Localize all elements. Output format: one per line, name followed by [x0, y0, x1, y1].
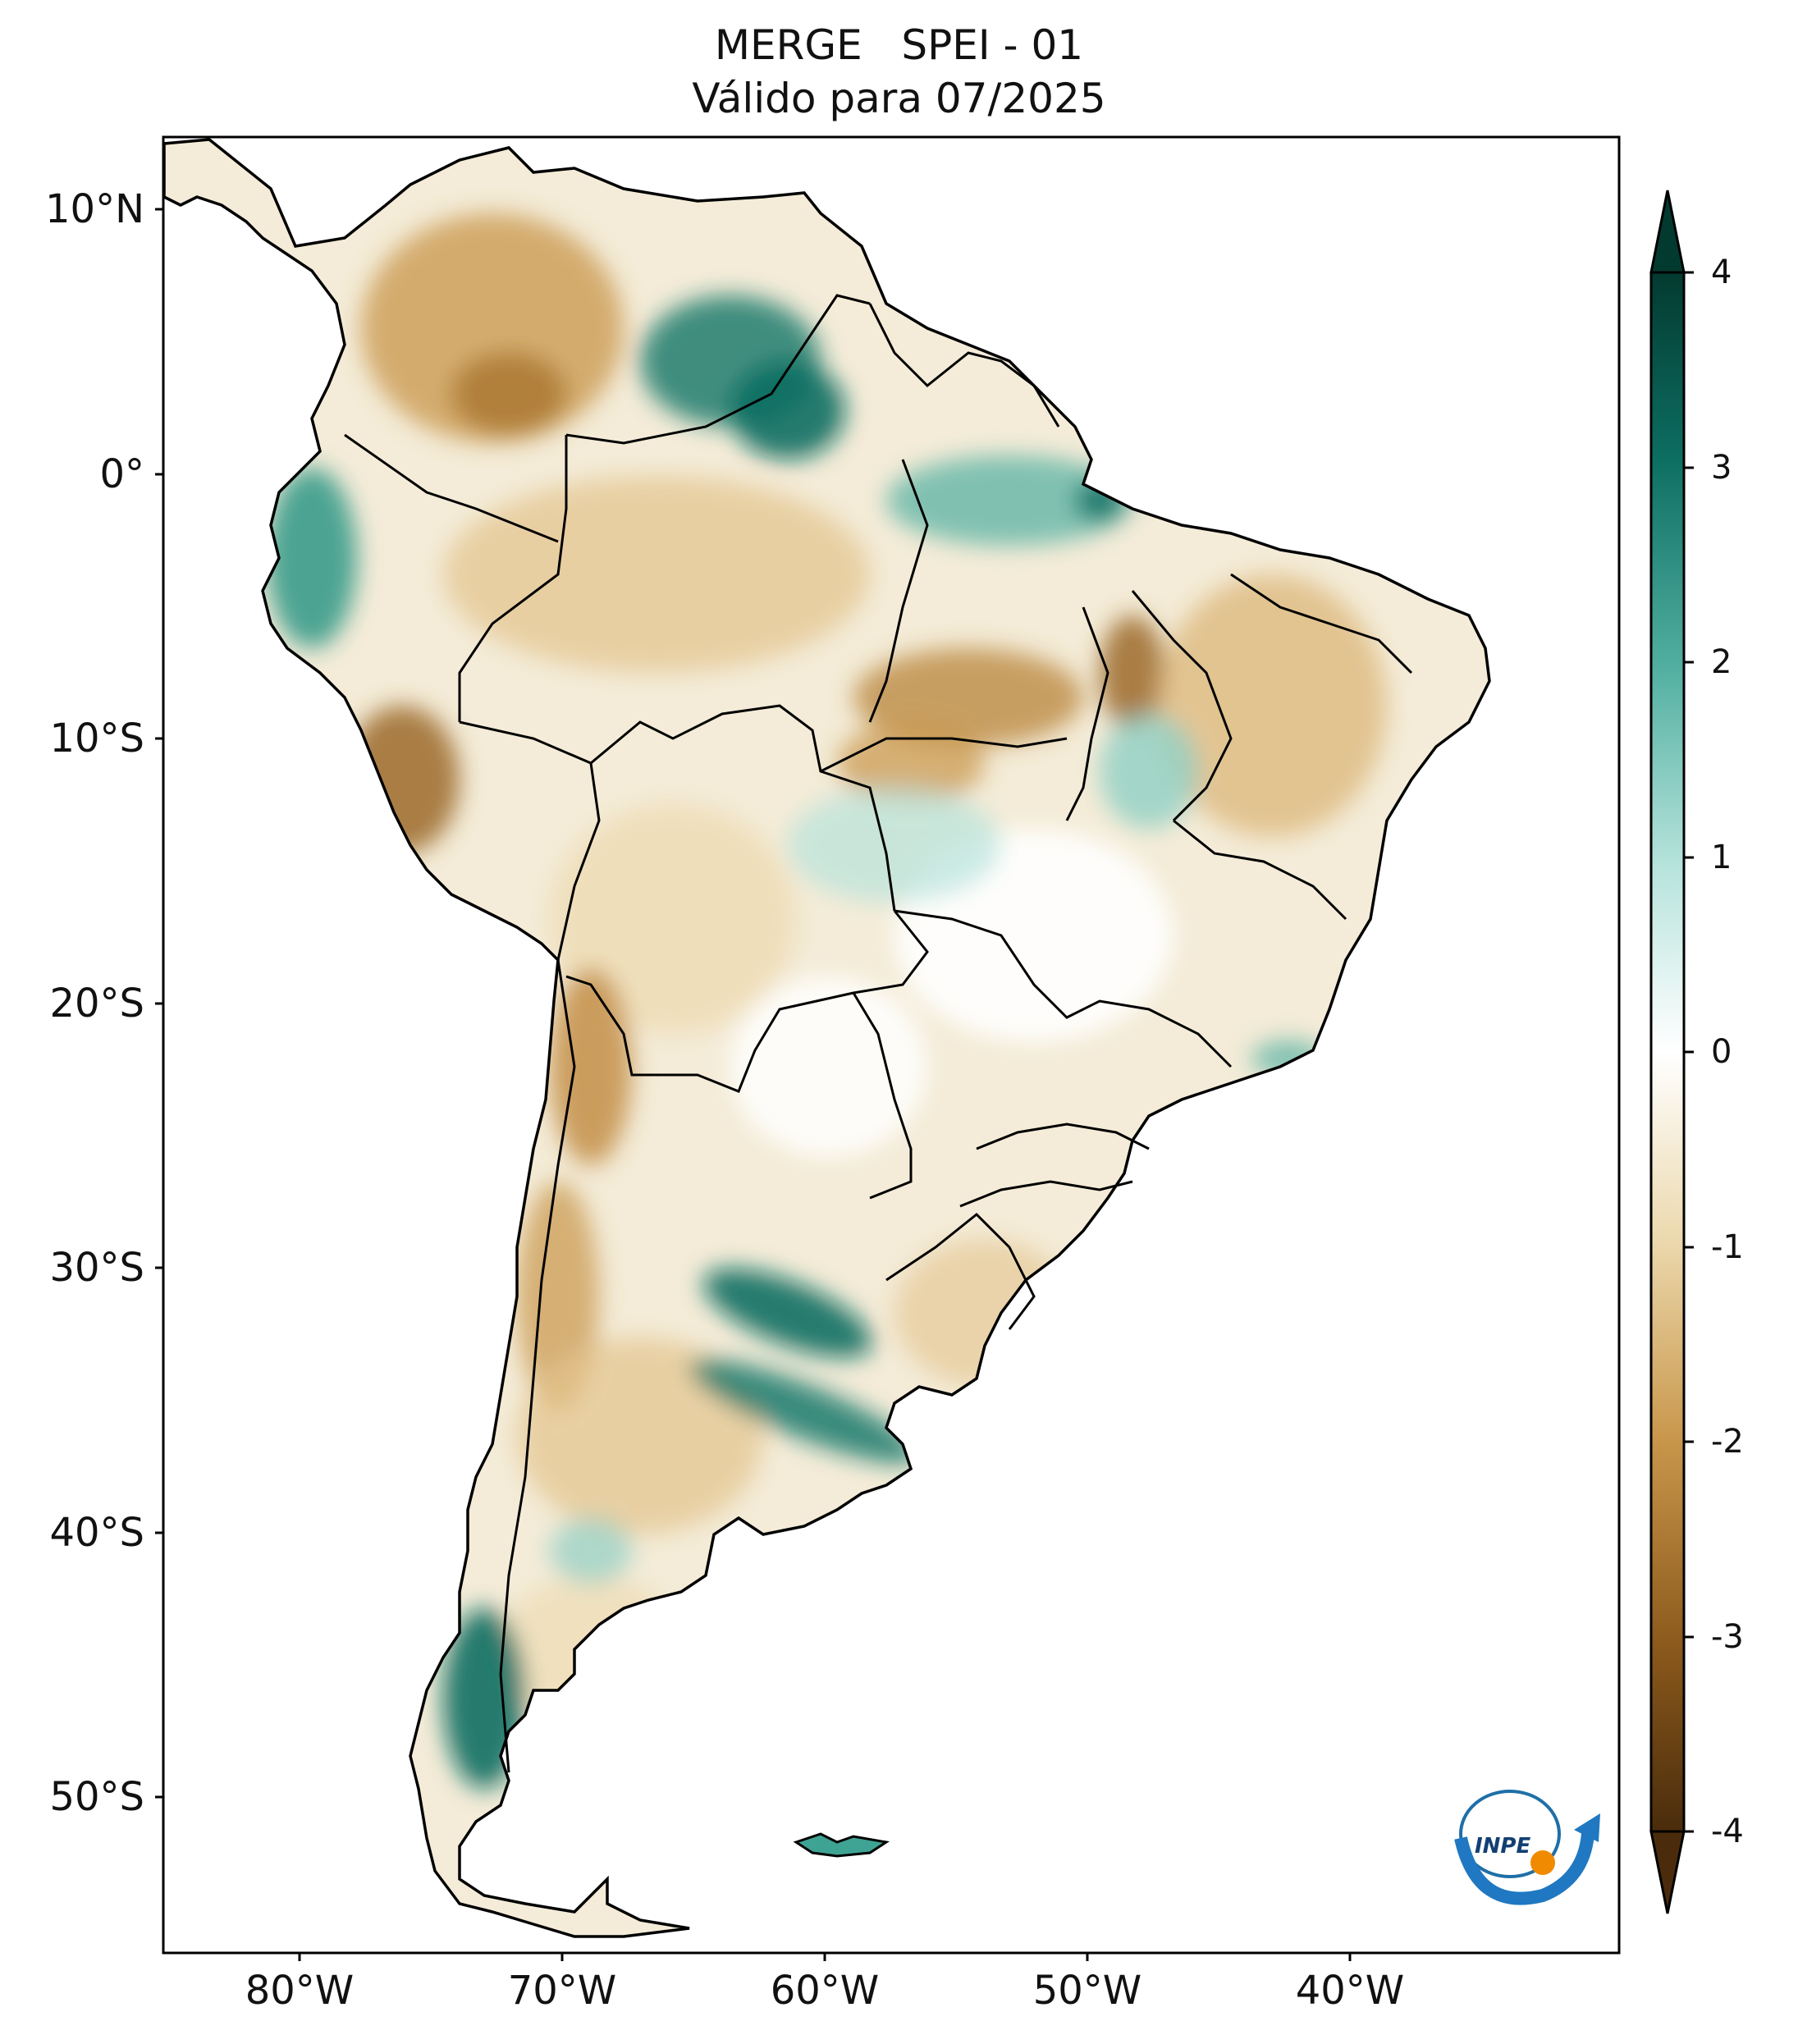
wet-patch-ecuador	[267, 468, 357, 648]
inpe-logo-swoosh	[1454, 1833, 1594, 1905]
inpe-logo-arrow	[1574, 1813, 1600, 1842]
state-border-mato-grosso-para	[820, 737, 1068, 773]
axis-ticks	[155, 208, 1352, 1961]
map-frame	[162, 135, 1621, 1955]
state-border-ceara	[1230, 573, 1413, 674]
colorbar-label-2: 2	[1711, 643, 1732, 681]
border-colombia-brazil	[458, 435, 568, 722]
wet-patch-amapa	[886, 455, 1132, 546]
lon-label-40w: 40°W	[1295, 1968, 1405, 2014]
dry-patch-patagonia-north	[517, 1338, 763, 1534]
state-border-amazonas-para	[868, 459, 929, 723]
wet-patch-patagonia	[550, 1518, 632, 1584]
dry-patch-tocantins	[1100, 615, 1165, 730]
border-guianas	[868, 303, 1060, 428]
state-border-parana-santa-catarina	[959, 1180, 1133, 1208]
lat-label-10n: 10°N	[45, 186, 144, 232]
lon-label-60w: 60°W	[770, 1968, 880, 2014]
colorbar-label-1: 1	[1711, 839, 1732, 876]
colorbar-extend-max	[1649, 190, 1686, 274]
neutral-patch-paraguay	[730, 976, 927, 1157]
state-border-maranhao-piaui	[1131, 590, 1233, 822]
lat-label-0: 0°	[99, 451, 144, 497]
lat-label-40s: 40°S	[49, 1510, 144, 1556]
map-title: MERGE SPEI - 01	[714, 21, 1084, 69]
wet-patch-pampas-north	[703, 1268, 872, 1358]
state-border-bahia-minas	[1173, 819, 1347, 921]
wet-patch-mato-grosso	[788, 788, 1001, 903]
inpe-logo-orbit	[1459, 1790, 1561, 1878]
colorbar-label-m1: -1	[1711, 1228, 1744, 1266]
inpe-logo-text: INPE	[1475, 1834, 1530, 1859]
lat-label-50s: 50°S	[49, 1774, 144, 1820]
lon-label-70w: 70°W	[507, 1968, 617, 2014]
colorbar-label-0: 0	[1711, 1033, 1732, 1071]
colorbar-label-m2: -2	[1711, 1423, 1744, 1461]
spei-field	[267, 213, 1387, 1789]
inpe-logo: INPE	[1454, 1790, 1600, 1905]
dry-patch-mato-grosso	[837, 722, 985, 804]
lat-label-20s: 20°S	[49, 981, 144, 1027]
colorbar-gradient	[1649, 271, 1686, 1833]
colorbar-extend-min	[1649, 1830, 1686, 1914]
colorbar	[1649, 190, 1694, 1914]
colorbar-label-m4: -4	[1711, 1813, 1744, 1850]
wet-patch-roraima	[730, 361, 845, 460]
border-bolivia-paraguay-argentina	[565, 910, 929, 1093]
wet-patch-goias	[1100, 714, 1198, 829]
state-border-para-tocantins	[1065, 606, 1109, 821]
lon-label-50w: 50°W	[1032, 1968, 1142, 2014]
dry-patch-bolivia	[550, 804, 796, 1034]
lon-label-80w: 80°W	[245, 1968, 355, 2014]
political-boundaries	[344, 294, 1413, 1773]
border-colombia-ecuador-peru	[344, 433, 559, 543]
lat-label-10s: 10°S	[49, 716, 144, 761]
border-peru-bolivia	[556, 762, 601, 961]
colorbar-label-m3: -3	[1711, 1618, 1744, 1656]
map-subtitle: Válido para 07/2025	[692, 75, 1106, 122]
colorbar-label-3: 3	[1711, 449, 1732, 487]
lat-label-30s: 30°S	[49, 1245, 144, 1291]
border-chile-argentina	[499, 959, 576, 1773]
dry-patch-amazon-west	[443, 476, 870, 673]
inpe-logo-sun	[1530, 1850, 1555, 1875]
colorbar-label-4: 4	[1711, 254, 1732, 291]
border-uruguay	[885, 1212, 1036, 1330]
dry-patch-colombia-core	[451, 353, 566, 435]
state-border-sao-paulo-parana	[976, 1123, 1150, 1150]
border-paraguay-brazil	[852, 992, 913, 1200]
border-peru-bolivia-brazil	[459, 704, 896, 912]
falkland-islands	[793, 1832, 890, 1858]
state-border-goias-minas	[894, 909, 1233, 1068]
border-venezuela-brazil	[565, 294, 871, 445]
wet-patch-pampas-south	[689, 1359, 919, 1464]
